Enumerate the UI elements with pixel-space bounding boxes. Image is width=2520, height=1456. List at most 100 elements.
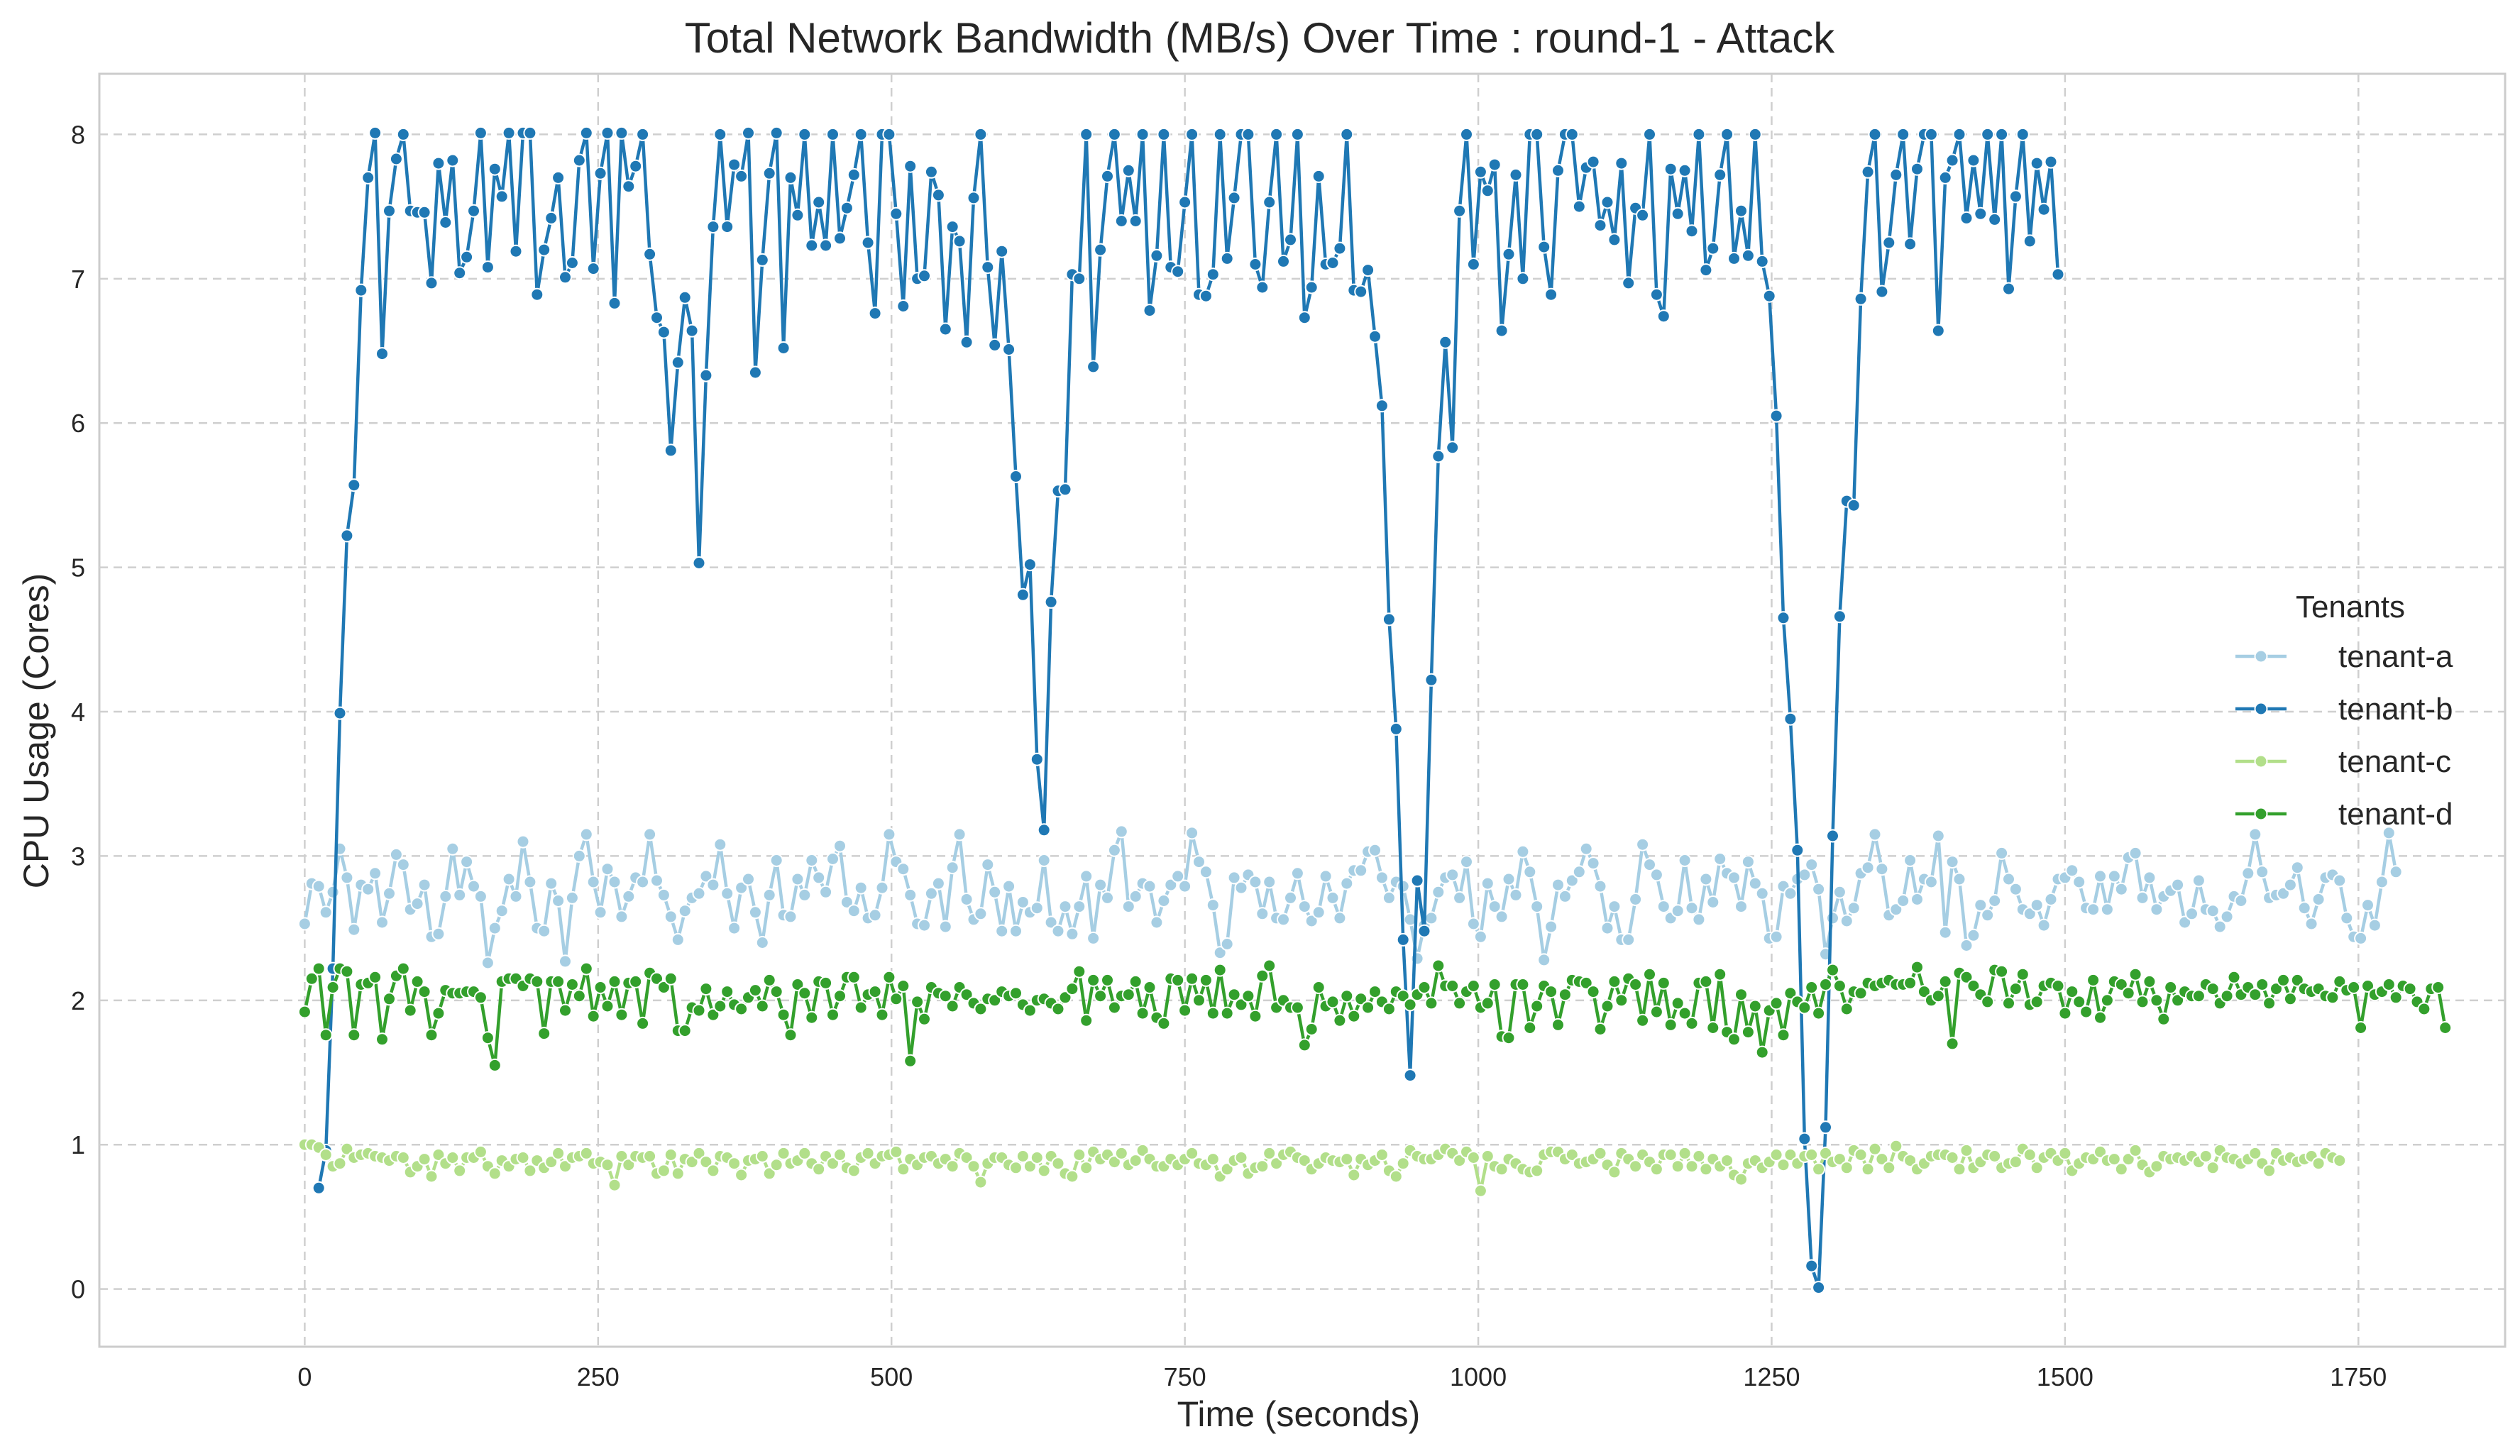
data-point: [847, 167, 861, 182]
data-point: [1121, 988, 1135, 1002]
data-point: [2277, 886, 2290, 900]
data-point: [1333, 241, 1347, 255]
data-point: [1734, 1172, 1748, 1186]
data-point: [1826, 911, 1839, 925]
data-point: [1304, 280, 1319, 294]
data-point: [1128, 214, 1143, 228]
data-point: [706, 220, 720, 234]
data-point: [656, 981, 671, 994]
data-point: [1663, 162, 1678, 176]
data-point: [713, 127, 727, 141]
data-point: [2150, 993, 2164, 1008]
data-point: [748, 983, 762, 998]
data-point: [1910, 162, 1924, 176]
data-point: [776, 341, 791, 355]
data-point: [1121, 900, 1135, 914]
data-point: [833, 1148, 847, 1162]
data-point: [1065, 1169, 1079, 1184]
data-point: [1805, 1259, 1819, 1273]
data-point: [1544, 985, 1558, 999]
data-point: [1713, 167, 1727, 182]
data-point: [1586, 985, 1600, 999]
data-point: [1114, 214, 1128, 228]
data-point: [2002, 996, 2015, 1010]
data-point: [2213, 920, 2227, 934]
data-point: [544, 876, 559, 890]
data-point: [692, 556, 706, 570]
data-point: [1903, 854, 1917, 867]
data-point: [664, 971, 678, 986]
data-point: [509, 889, 523, 903]
data-point: [1297, 1154, 1311, 1168]
data-point: [417, 205, 431, 219]
data-point: [607, 1178, 622, 1192]
data-point: [755, 999, 769, 1013]
data-point: [403, 1003, 417, 1017]
data-point: [727, 1157, 742, 1171]
data-point: [622, 889, 636, 903]
data-point: [565, 978, 579, 991]
data-point: [791, 978, 805, 991]
data-point: [1037, 823, 1051, 837]
data-point: [1713, 852, 1727, 866]
data-point: [1699, 1162, 1713, 1176]
data-point: [1206, 1152, 1220, 1167]
data-point: [1079, 1013, 1094, 1027]
data-point: [1896, 127, 1910, 141]
data-point: [748, 905, 762, 920]
data-point: [1699, 872, 1713, 886]
data-point: [699, 982, 713, 996]
x-tick-label: 1250: [1743, 1362, 1800, 1391]
data-point: [1206, 268, 1220, 282]
data-point: [833, 839, 847, 853]
data-point: [2164, 981, 2178, 994]
data-point: [692, 886, 706, 900]
data-point: [1762, 289, 1776, 303]
data-point: [1600, 999, 1614, 1013]
data-point: [1311, 981, 1326, 994]
data-point: [607, 875, 622, 889]
data-point: [847, 904, 861, 918]
data-point: [1009, 924, 1023, 938]
data-point: [1128, 974, 1143, 988]
data-point: [1438, 335, 1453, 349]
data-point: [1157, 894, 1171, 908]
data-point: [559, 1003, 572, 1017]
data-point: [1727, 871, 1741, 885]
data-point: [854, 1000, 868, 1015]
data-point: [650, 311, 664, 325]
data-point: [1607, 1165, 1622, 1179]
data-point: [826, 127, 840, 141]
data-point: [340, 964, 354, 978]
data-point: [798, 1146, 812, 1160]
data-point: [938, 322, 952, 336]
data-point: [361, 882, 375, 896]
data-point: [1945, 1037, 1959, 1051]
data-point: [1931, 989, 1945, 1003]
data-point: [2248, 827, 2262, 842]
x-tick-label: 1500: [2037, 1362, 2093, 1391]
data-point: [2311, 1157, 2326, 1171]
data-point: [586, 1009, 600, 1023]
data-point: [1101, 169, 1114, 183]
data-point: [537, 1027, 551, 1041]
data-point: [1995, 846, 2009, 860]
data-point: [1340, 989, 1354, 1003]
data-point: [2121, 1152, 2135, 1167]
data-point: [1931, 829, 1945, 843]
data-point: [1466, 979, 1480, 993]
data-point: [1199, 973, 1213, 987]
data-point: [509, 244, 523, 258]
data-point: [952, 234, 967, 248]
data-point: [1094, 989, 1108, 1003]
data-point: [1938, 170, 1952, 184]
y-tick-label: 1: [71, 1130, 85, 1159]
data-point: [1966, 979, 1981, 993]
data-point: [1065, 927, 1079, 941]
data-point: [1544, 287, 1558, 302]
data-point: [1487, 978, 1502, 991]
data-point: [319, 1148, 333, 1162]
data-point: [1495, 1162, 1509, 1176]
data-point: [2438, 1021, 2453, 1035]
data-point: [368, 866, 383, 881]
